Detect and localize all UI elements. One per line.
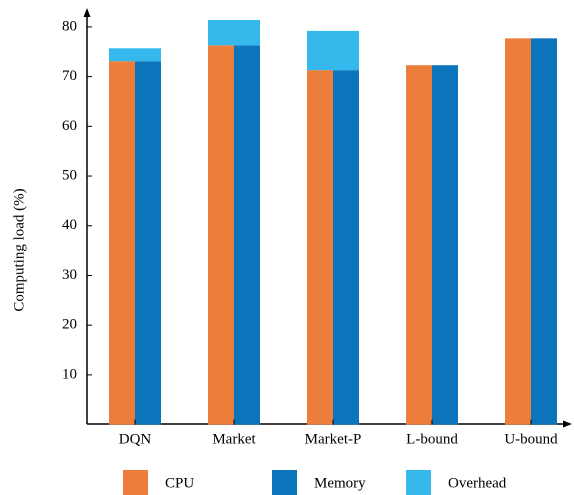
bar-overhead — [109, 48, 161, 62]
legend-label: Overhead — [448, 475, 507, 491]
y-tick-label: 80 — [62, 18, 77, 34]
legend-swatch — [272, 470, 297, 495]
legend-swatch — [123, 470, 148, 495]
bar-cpu — [406, 65, 432, 425]
x-tick-label: U-bound — [504, 431, 558, 447]
y-tick-label: 50 — [62, 167, 77, 183]
y-tick-label: 40 — [62, 217, 77, 233]
y-axis-arrow — [83, 8, 91, 17]
x-tick-label: DQN — [119, 431, 152, 447]
legend-label: CPU — [165, 475, 194, 491]
y-tick-label: 10 — [62, 366, 77, 382]
x-axis-arrow — [563, 420, 572, 428]
y-axis-label: Computing load (%) — [11, 188, 27, 311]
bar-memory — [531, 38, 557, 425]
bar-cpu — [208, 45, 234, 425]
legend-swatch — [406, 470, 431, 495]
bar-memory — [234, 45, 260, 425]
bar-memory — [333, 70, 359, 425]
y-tick-label: 30 — [62, 267, 77, 283]
y-tick-label: 70 — [62, 68, 77, 84]
bar-cpu — [109, 61, 135, 425]
y-tick-label: 60 — [62, 118, 77, 134]
x-tick-label: L-bound — [406, 431, 458, 447]
y-tick-label: 20 — [62, 317, 77, 333]
x-tick-label: Market-P — [305, 431, 362, 447]
bar-cpu — [505, 38, 531, 425]
bar-overhead — [208, 19, 260, 46]
x-tick-label: Market — [212, 431, 256, 447]
legend-label: Memory — [314, 475, 366, 491]
bar-memory — [432, 65, 458, 425]
bar-overhead — [307, 30, 359, 71]
bar-cpu — [307, 70, 333, 425]
bar-memory — [135, 61, 161, 425]
